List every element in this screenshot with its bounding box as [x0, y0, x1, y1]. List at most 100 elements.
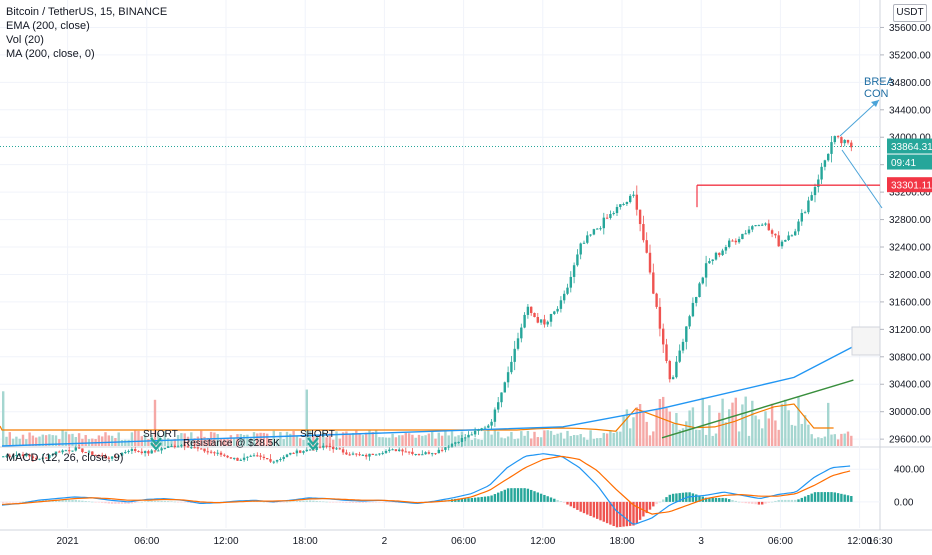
macd-histogram-bar — [374, 501, 378, 503]
macd-histogram-bar — [292, 501, 295, 502]
volume-bar — [817, 437, 820, 446]
macd-histogram-bar — [751, 501, 754, 504]
candle-up — [335, 448, 338, 450]
legend-ma[interactable]: MA (200, close, 0) — [6, 48, 95, 60]
volume-bar — [11, 438, 15, 446]
candle-up — [431, 453, 434, 455]
candle-up — [246, 456, 249, 458]
volume-bar — [68, 434, 71, 446]
time-tick-label: 16:30 — [867, 536, 892, 547]
volume-bar — [5, 436, 8, 446]
volume-bar — [721, 398, 724, 446]
legend-ema[interactable]: EMA (200, close) — [6, 20, 90, 32]
volume-bar — [658, 398, 662, 446]
candle-up — [117, 455, 120, 457]
candle-up — [384, 450, 388, 453]
currency-button[interactable]: USDT — [893, 4, 927, 22]
candle-up — [388, 449, 391, 451]
candle-up — [592, 229, 596, 235]
volume-bar — [417, 434, 421, 446]
candle-up — [447, 446, 450, 448]
candle-down — [94, 454, 97, 456]
time-tick-label: 18:00 — [293, 536, 318, 547]
candle-up — [576, 254, 579, 266]
candle-down — [292, 452, 295, 454]
macd-histogram-bar — [572, 501, 576, 509]
candle-down — [401, 449, 404, 452]
macd-histogram-bar — [312, 500, 315, 502]
candle-up — [38, 458, 41, 460]
candle-up — [25, 454, 28, 457]
volume-bar — [767, 418, 770, 446]
volume-bar — [751, 400, 754, 446]
volume-bar — [539, 437, 543, 446]
macd-histogram-bar — [54, 499, 58, 502]
volume-bar — [120, 439, 124, 446]
candle-down — [236, 457, 239, 461]
candle-down — [404, 451, 407, 453]
price-tick-label: 30400.00 — [889, 380, 931, 391]
candle-up — [180, 445, 183, 447]
candle-down — [259, 455, 262, 457]
macd-histogram-bar — [153, 500, 157, 502]
macd-histogram-bar — [355, 501, 358, 503]
volume-bar — [609, 430, 612, 446]
macd-histogram-bar — [94, 501, 97, 503]
volume-bar — [170, 439, 173, 446]
volume-bar — [305, 389, 308, 446]
macd-histogram-bar — [506, 488, 510, 502]
volume-bar — [48, 434, 51, 446]
signal-line — [1, 455, 851, 515]
volume-bar — [242, 434, 246, 446]
candle-up — [500, 392, 503, 403]
candle-up — [800, 212, 803, 222]
volume-bar — [25, 439, 28, 446]
legend-volume[interactable]: Vol (20) — [6, 34, 44, 46]
volume-bar — [797, 396, 800, 446]
candle-up — [563, 293, 566, 301]
candle-up — [582, 242, 586, 244]
candle-up — [737, 239, 741, 243]
volume-bar — [582, 437, 586, 446]
macd-histogram-bar — [559, 501, 563, 502]
volume-bar — [470, 439, 473, 446]
volume-bar — [41, 434, 44, 446]
candle-down — [153, 450, 157, 452]
volume-bar — [371, 432, 374, 446]
candle-up — [143, 451, 147, 454]
candle-down — [183, 445, 186, 447]
volume-bar — [843, 433, 846, 446]
volume-bar — [615, 431, 619, 446]
volume-bar — [503, 438, 506, 446]
candle-up — [289, 452, 292, 455]
candle-down — [358, 454, 361, 456]
volume-bar — [500, 437, 503, 446]
volume-bar — [605, 433, 609, 446]
volume-bar — [787, 410, 790, 446]
candle-up — [120, 452, 124, 456]
macd-histogram-bar — [388, 501, 391, 503]
volume-bar — [635, 407, 638, 446]
candle-down — [655, 293, 658, 307]
candle-down — [325, 445, 328, 447]
macd-histogram-bar — [315, 500, 318, 502]
legend-symbol[interactable]: Bitcoin / TetherUS, 15, BINANCE — [6, 6, 168, 18]
macd-histogram-bar — [671, 493, 675, 502]
macd-histogram-bar — [681, 492, 685, 502]
candle-up — [619, 204, 622, 207]
candle-up — [615, 206, 619, 214]
candle-up — [569, 276, 572, 288]
volume-bar — [685, 421, 688, 446]
macd-histogram-bar — [282, 501, 285, 503]
macd-histogram-bar — [351, 501, 355, 503]
candle-down — [256, 455, 259, 457]
macd-histogram-bar — [784, 499, 787, 502]
volume-bar — [698, 430, 701, 446]
candle-up — [368, 453, 371, 457]
macd-histogram-bar — [77, 500, 81, 502]
candle-down — [840, 137, 843, 144]
legend-macd[interactable]: MACD (12, 26, close, 9) — [6, 452, 124, 464]
volume-bar — [285, 431, 289, 446]
